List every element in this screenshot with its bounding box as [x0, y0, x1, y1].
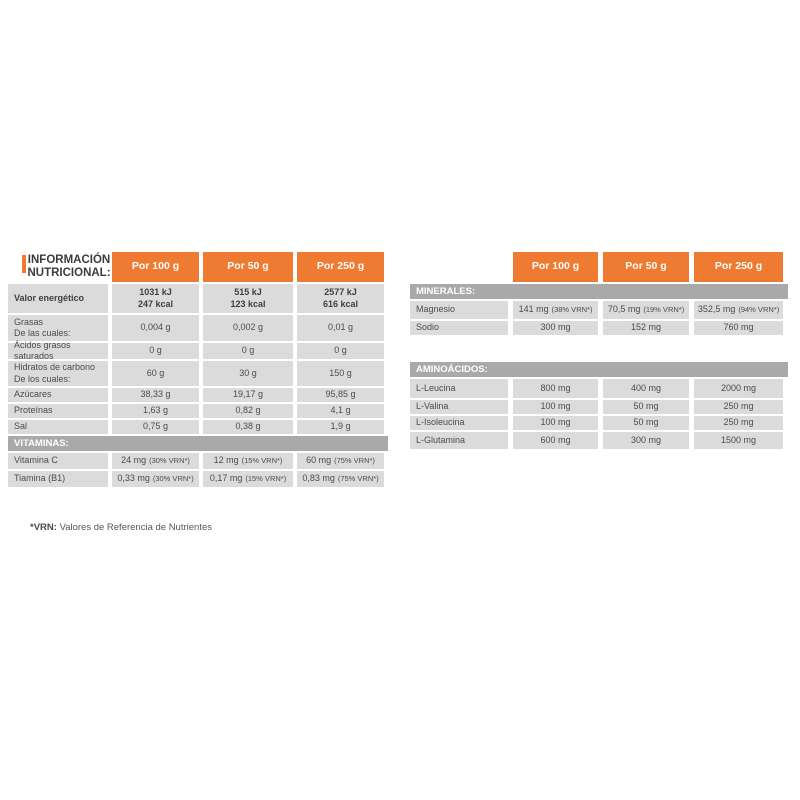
value-cell: 24 mg (30% VRN*) [112, 453, 199, 469]
row-label: Tiamina (B1) [8, 471, 108, 487]
value-cell: 300 mg [603, 432, 689, 449]
table-row-azucares: Azúcares 38,33 g 19,17 g 95,85 g [8, 388, 388, 402]
table-row-l-valina: L-Valina 100 mg 50 mg 250 mg [410, 400, 788, 414]
value-cell: 352,5 mg (94% VRN*) [694, 301, 783, 319]
value-cell: 100 mg [513, 400, 598, 414]
value-cell: 400 mg [603, 379, 689, 398]
nutrition-table-minerals-aminoacids: Por 100 g Por 50 g Por 250 g MINERALES: … [410, 252, 788, 451]
table-row-sodio: Sodio 300 mg 152 mg 760 mg [410, 321, 788, 335]
value-cell: 760 mg [694, 321, 783, 335]
table-row-l-isoleucina: L-Isoleucina 100 mg 50 mg 250 mg [410, 416, 788, 430]
value-cell: 0,17 mg (15% VRN*) [203, 471, 293, 487]
row-label: Azúcares [8, 388, 108, 402]
value-cell: 12 mg (15% VRN*) [203, 453, 293, 469]
row-label: Ácidos grasos saturados [8, 340, 108, 361]
row-label: Proteínas [8, 404, 108, 418]
row-label: Valor energético [8, 284, 108, 313]
column-header-por-50g: Por 50 g [603, 252, 689, 282]
value-cell: 60 g [112, 361, 199, 386]
table-row-proteinas: Proteínas 1,63 g 0,82 g 4,1 g [8, 404, 388, 418]
value-cell: 0,75 g [112, 420, 199, 434]
value-cell: 0,004 g [112, 315, 199, 341]
column-header-por-50g: Por 50 g [203, 252, 293, 282]
value-cell: 50 mg [603, 416, 689, 430]
value-cell: 0,002 g [203, 315, 293, 341]
table-row-magnesio: Magnesio 141 mg (38% VRN*) 70,5 mg (19% VR… [410, 301, 788, 319]
value-cell: 152 mg [603, 321, 689, 335]
value-cell: 0 g [112, 343, 199, 359]
value-cell: 0 g [203, 343, 293, 359]
row-label: Vitamina C [8, 453, 108, 469]
value-cell: 0,83 mg (75% VRN*) [297, 471, 384, 487]
table-row-tiamina: Tiamina (B1) 0,33 mg (30% VRN*) 0,17 mg (1… [8, 471, 388, 487]
table-row-valor-energetico: Valor energético 1031 kJ 247 kcal 515 kJ 1… [8, 284, 388, 313]
value-cell: 0,38 g [203, 420, 293, 434]
value-cell: 1500 mg [694, 432, 783, 449]
row-label: Sal [8, 420, 108, 434]
table-row-acidos-grasos: Ácidos grasos saturados 0 g 0 g 0 g [8, 340, 388, 361]
table-title-cell: INFORMACIÓN NUTRICIONAL: [5, 252, 111, 282]
row-label: L-Isoleucina [410, 416, 508, 430]
section-header-vitaminas: VITAMINAS: [8, 436, 388, 451]
nutrition-table-main: INFORMACIÓN NUTRICIONAL: Por 100 g Por 5… [8, 252, 388, 489]
section-header-aminoacidos: AMINOÁCIDOS: [410, 362, 788, 377]
column-header-por-250g: Por 250 g [297, 252, 384, 282]
value-cell: 1,9 g [297, 420, 384, 434]
value-cell: 515 kJ 123 kcal [203, 284, 293, 313]
row-label: L-Leucina [410, 379, 508, 398]
value-cell: 4,1 g [297, 404, 384, 418]
table-title-line2: NUTRICIONAL: [27, 267, 111, 280]
value-cell: 19,17 g [203, 388, 293, 402]
value-cell: 1031 kJ 247 kcal [112, 284, 199, 313]
value-cell: 250 mg [694, 400, 783, 414]
value-cell: 0,33 mg (30% VRN*) [112, 471, 199, 487]
value-cell: 150 g [297, 361, 384, 386]
value-cell: 0,82 g [203, 404, 293, 418]
row-label: L-Glutamina [410, 432, 508, 449]
row-label: Grasas De las cuales: [8, 315, 108, 341]
row-label: Sodio [410, 321, 508, 335]
value-cell: 60 mg (75% VRN*) [297, 453, 384, 469]
row-label: Hidratos de carbono De los cuales: [8, 361, 108, 386]
value-cell: 30 g [203, 361, 293, 386]
vrn-footnote-text: Valores de Referencia de Nutrientes [59, 522, 212, 533]
table-row-grasas: Grasas De las cuales: 0,004 g 0,002 g 0,0… [8, 315, 388, 341]
table-row-hidratos: Hidratos de carbono De los cuales: 60 g 3… [8, 361, 388, 386]
row-label: Magnesio [410, 301, 508, 319]
header-spacer [410, 252, 508, 282]
value-cell: 2577 kJ 616 kcal [297, 284, 384, 313]
value-cell: 38,33 g [112, 388, 199, 402]
table-row-vitamina-c: Vitamina C 24 mg (30% VRN*) 12 mg (15% VRN… [8, 453, 388, 469]
column-header-por-100g: Por 100 g [513, 252, 598, 282]
value-cell: 95,85 g [297, 388, 384, 402]
column-header-por-250g: Por 250 g [694, 252, 783, 282]
value-cell: 70,5 mg (19% VRN*) [603, 301, 689, 319]
value-cell: 1,63 g [112, 404, 199, 418]
column-header-por-100g: Por 100 g [112, 252, 199, 282]
value-cell: 600 mg [513, 432, 598, 449]
value-cell: 300 mg [513, 321, 598, 335]
value-cell: 141 mg (38% VRN*) [513, 301, 598, 319]
value-cell: 800 mg [513, 379, 598, 398]
table-row-sal: Sal 0,75 g 0,38 g 1,9 g [8, 420, 388, 434]
header-row: INFORMACIÓN NUTRICIONAL: Por 100 g Por 5… [8, 252, 388, 282]
vrn-footnote: *VRN: Valores de Referencia de Nutriente… [30, 522, 212, 533]
table-title: INFORMACIÓN NUTRICIONAL: [5, 252, 111, 280]
value-cell: 0 g [297, 343, 384, 359]
section-header-minerales: MINERALES: [410, 284, 788, 299]
value-cell: 250 mg [694, 416, 783, 430]
row-label: L-Valina [410, 400, 508, 414]
table-row-l-glutamina: L-Glutamina 600 mg 300 mg 1500 mg [410, 432, 788, 449]
header-row: Por 100 g Por 50 g Por 250 g [410, 252, 788, 282]
value-cell: 0,01 g [297, 315, 384, 341]
value-cell: 2000 mg [694, 379, 783, 398]
vrn-footnote-label: *VRN: [30, 522, 57, 533]
value-cell: 50 mg [603, 400, 689, 414]
table-title-line1: INFORMACIÓN [27, 254, 111, 266]
value-cell: 100 mg [513, 416, 598, 430]
table-row-l-leucina: L-Leucina 800 mg 400 mg 2000 mg [410, 379, 788, 398]
